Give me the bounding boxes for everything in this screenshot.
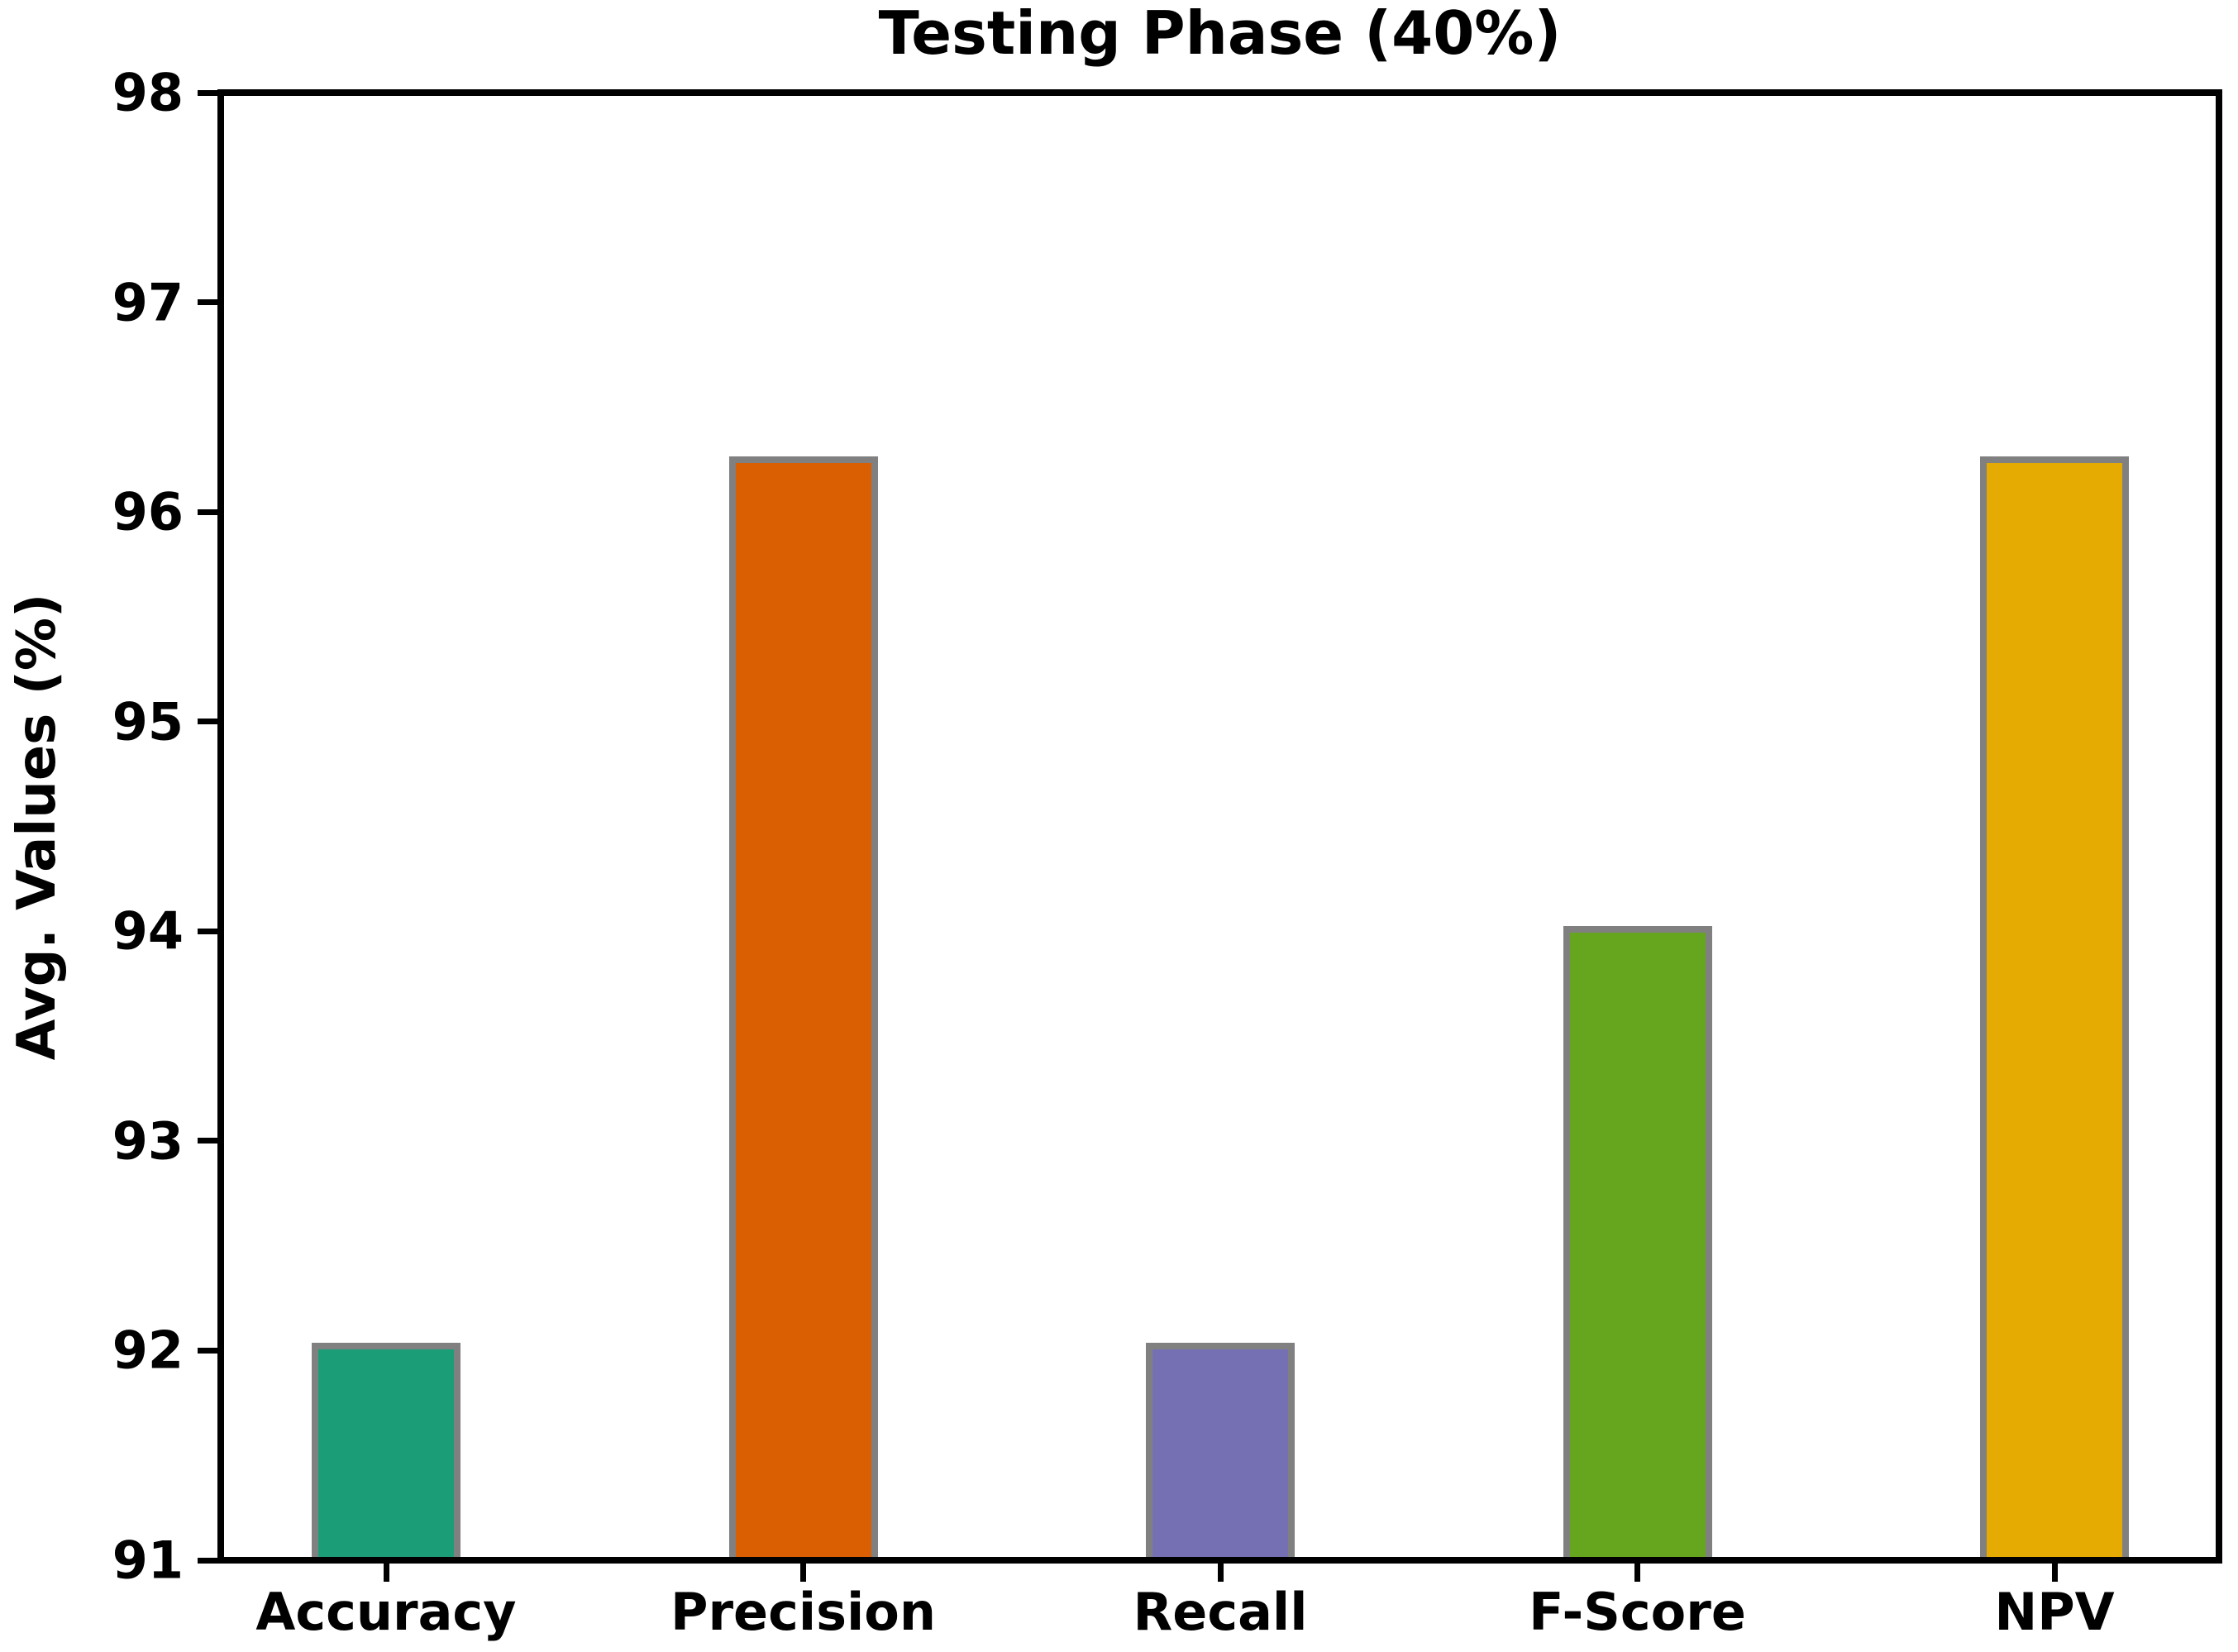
y-axis-tick [198,89,217,96]
x-axis-tick [800,1564,806,1582]
bar-accuracy [312,1343,460,1564]
y-axis-tick [198,928,217,934]
plot-area-border [217,89,2222,1564]
y-axis-tick [198,1557,217,1564]
y-axis-tick [198,508,217,515]
x-axis-category-label: Recall [1133,1582,1308,1642]
bar-precision [728,456,878,1564]
y-axis-tick-label: 97 [112,272,184,333]
y-axis-tick [198,1347,217,1354]
y-axis-tick [198,1138,217,1144]
y-axis-tick-label: 92 [112,1320,184,1381]
y-axis-tick-label: 94 [112,900,184,962]
x-axis-tick [383,1564,389,1582]
y-axis-tick-label: 91 [112,1530,184,1591]
y-axis-label: Avg. Values (%) [7,593,68,1061]
x-axis-tick [1634,1564,1640,1582]
bar-f-score [1563,925,1712,1564]
x-axis-tick [1217,1564,1224,1582]
x-axis-category-label: F-Score [1529,1582,1746,1642]
chart-title: Testing Phase (40%) [878,0,1562,68]
x-axis-category-label: Precision [670,1582,936,1642]
y-axis-tick-label: 96 [112,481,184,542]
x-axis-category-label: NPV [1994,1582,2115,1642]
y-axis-tick [198,719,217,725]
x-axis-category-label: Accuracy [255,1582,517,1642]
y-axis-tick-label: 98 [112,62,184,123]
y-axis-tick [198,299,217,306]
bar-recall [1146,1343,1295,1564]
bar-npv [1980,456,2129,1564]
y-axis-tick-label: 95 [112,691,184,752]
x-axis-tick [2051,1564,2058,1582]
y-axis-tick-label: 93 [112,1110,184,1172]
